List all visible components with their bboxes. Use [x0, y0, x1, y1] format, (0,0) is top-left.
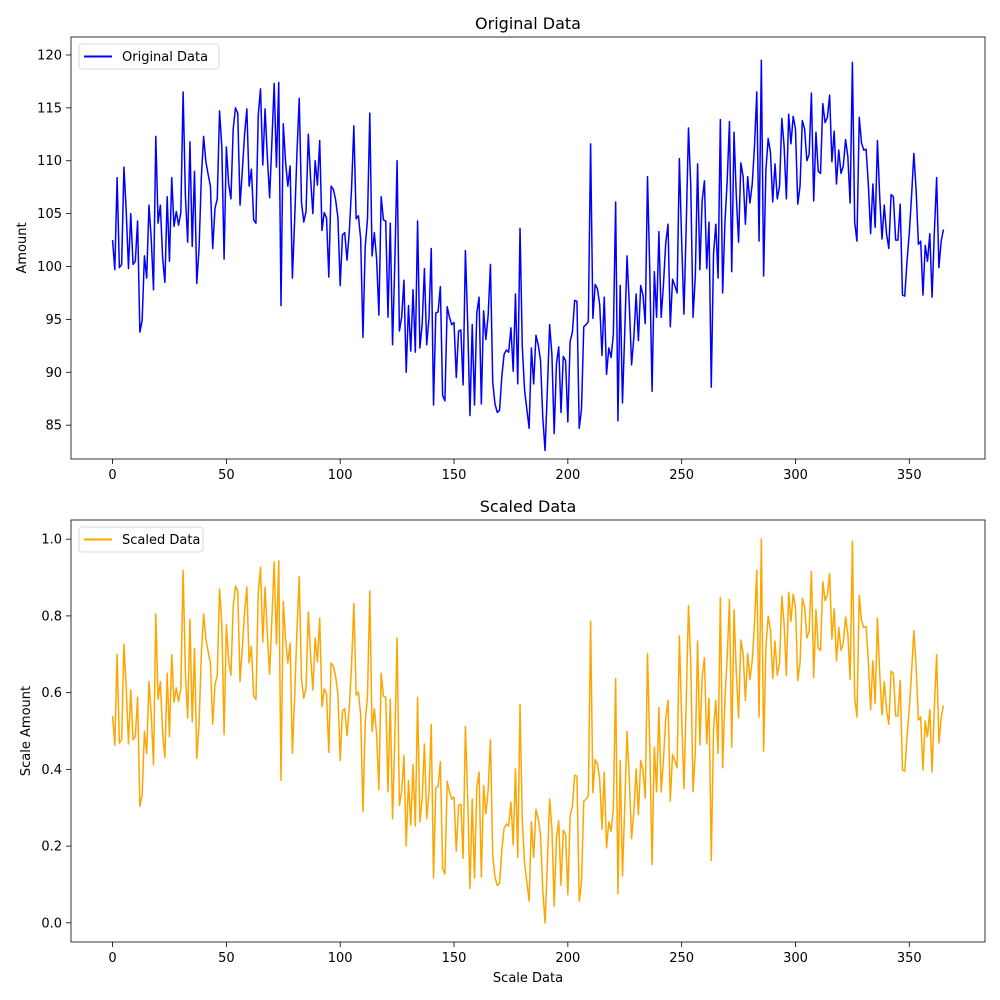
y-tick-label: 0.8: [41, 609, 62, 624]
y-tick-label: 0.4: [41, 763, 62, 778]
y-tick-label: 85: [45, 419, 62, 434]
y-tick-label: 115: [37, 101, 62, 116]
y-axis-label: Amount: [15, 222, 30, 273]
y-tick-label: 0.6: [41, 686, 62, 701]
y-axis-label: Scale Amount: [19, 686, 34, 776]
x-axis-label: Scale Data: [493, 971, 563, 986]
legend-label: Scaled Data: [122, 533, 200, 548]
x-tick-label: 300: [783, 468, 808, 483]
x-tick-label: 150: [442, 468, 467, 483]
x-tick-label: 350: [897, 951, 922, 966]
x-tick-label: 100: [328, 951, 353, 966]
x-tick-label: 200: [555, 951, 580, 966]
chart-title: Original Data: [475, 14, 581, 33]
x-tick-label: 50: [218, 468, 235, 483]
y-tick-label: 100: [37, 260, 62, 275]
x-tick-label: 150: [442, 951, 467, 966]
y-tick-label: 0.2: [41, 840, 62, 855]
axes-frame: [70, 519, 986, 943]
series-line: [111, 538, 945, 924]
legend: Scaled Data: [78, 526, 204, 553]
legend: Original Data: [78, 43, 220, 70]
x-tick-label: 200: [555, 468, 580, 483]
y-tick-label: 95: [45, 313, 62, 328]
y-tick-label: 110: [37, 154, 62, 169]
x-tick-label: 0: [108, 951, 116, 966]
legend-box: [78, 43, 220, 70]
x-tick-label: 250: [669, 951, 694, 966]
y-tick-label: 0.0: [41, 916, 62, 931]
y-tick-label: 90: [45, 366, 62, 381]
x-tick-label: 50: [218, 951, 235, 966]
y-tick-label: 1.0: [41, 533, 62, 548]
legend-box: [78, 526, 204, 553]
axes-frame: [70, 36, 986, 460]
y-tick-label: 105: [37, 207, 62, 222]
legend-label: Original Data: [122, 50, 208, 65]
x-tick-label: 350: [897, 468, 922, 483]
x-tick-label: 100: [328, 468, 353, 483]
chart-title: Scaled Data: [480, 497, 577, 516]
x-tick-label: 300: [783, 951, 808, 966]
original-data-chart: Original Data Amount 0 50 100 150 200 250 300 3…: [15, 14, 986, 483]
x-tick-label: 0: [108, 468, 116, 483]
x-tick-label: 250: [669, 468, 694, 483]
scaled-data-chart: Scaled Data Scale Amount Scale Data 0 50 1…: [19, 497, 986, 986]
series-line: [111, 59, 945, 452]
y-tick-label: 120: [37, 48, 62, 63]
